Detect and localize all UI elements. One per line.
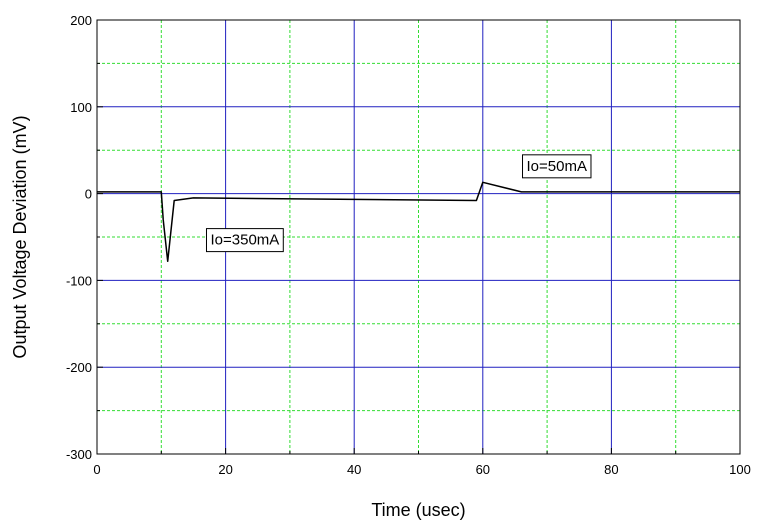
annotation-box: Io=350mA [205,228,284,253]
series-layer [97,181,740,263]
y-tick-label: 100 [70,100,92,115]
x-axis-title: Time (usec) [371,500,465,520]
annotations: Io=350mA Io=50mA [205,154,592,253]
annotation-frame [522,154,592,179]
series-line [97,181,740,263]
annotation-box: Io=50mA [522,154,592,179]
annotation-label: Io=50mA [527,158,587,175]
x-tick-label: 40 [347,462,361,477]
y-tick-label: 0 [85,187,92,202]
x-tick-label: 80 [604,462,618,477]
y-tick-label: -100 [66,273,92,288]
y-tick-label: -200 [66,360,92,375]
minor-grid [97,20,740,454]
x-tick-label: 100 [729,462,751,477]
tick-labels: 0 20 40 60 80 100 200 100 0 -100 -200 -300 [66,13,751,477]
axis-ticks [96,19,741,455]
y-tick-label: -300 [66,447,92,462]
x-tick-label: 60 [476,462,490,477]
y-tick-label: 200 [70,13,92,28]
x-tick-label: 0 [93,462,100,477]
annotation-frame [205,228,284,253]
x-tick-label: 20 [218,462,232,477]
annotation-label: Io=350mA [210,232,279,249]
y-axis-title: Output Voltage Deviation (mV) [10,115,30,358]
